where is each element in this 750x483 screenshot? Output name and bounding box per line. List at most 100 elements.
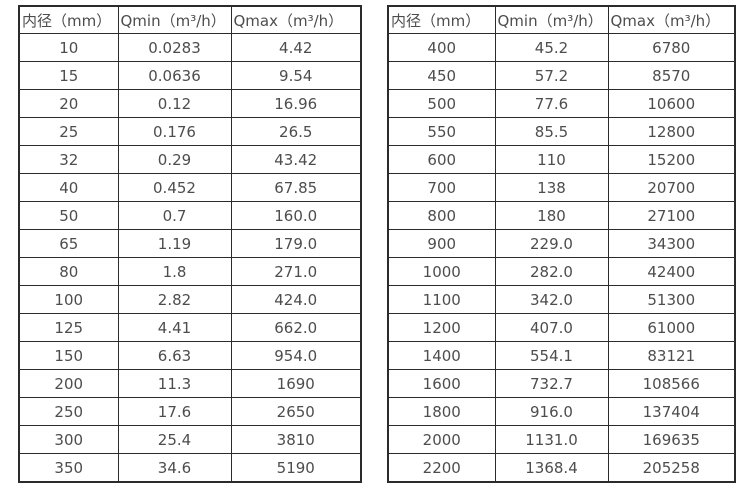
table-cell: 0.12 bbox=[117, 89, 232, 118]
table-cell: 1400 bbox=[387, 341, 496, 370]
table-row: 1800 916.0 137404 bbox=[387, 397, 736, 426]
table-cell: 160.0 bbox=[230, 201, 362, 230]
table-cell: 3810 bbox=[230, 425, 362, 454]
table-cell: 1.8 bbox=[117, 257, 232, 286]
table-row: 50 0.7 160.0 bbox=[18, 201, 362, 230]
table-cell: 662.0 bbox=[230, 313, 362, 342]
table-cell: 138 bbox=[494, 173, 609, 202]
table-cell: 2200 bbox=[387, 453, 496, 483]
table-cell: 282.0 bbox=[494, 257, 609, 286]
table-cell: 83121 bbox=[607, 341, 736, 370]
table-cell: 16.96 bbox=[230, 89, 362, 118]
table-cell: 150 bbox=[18, 341, 119, 370]
table-cell: 2.82 bbox=[117, 285, 232, 314]
table-row: 20 0.12 16.96 bbox=[18, 89, 362, 118]
table-cell: 700 bbox=[387, 173, 496, 202]
table-cell: 350 bbox=[18, 453, 119, 483]
table-row: 200 11.3 1690 bbox=[18, 369, 362, 398]
table-cell: 0.29 bbox=[117, 145, 232, 174]
table-cell: 1.19 bbox=[117, 229, 232, 258]
table-row: 800 180 27100 bbox=[387, 201, 736, 230]
table-cell: 1131.0 bbox=[494, 425, 609, 454]
table-cell: 5190 bbox=[230, 453, 362, 483]
table-row: 450 57.2 8570 bbox=[387, 61, 736, 90]
table-header: 内径（mm） Qmin（m³/h） Qmax（m³/h） bbox=[18, 5, 362, 34]
table-cell: 300 bbox=[18, 425, 119, 454]
table-row: 250 17.6 2650 bbox=[18, 397, 362, 426]
table-cell: 600 bbox=[387, 145, 496, 174]
table-cell: 0.176 bbox=[117, 117, 232, 146]
table-cell: 4.42 bbox=[230, 33, 362, 62]
table-cell: 51300 bbox=[607, 285, 736, 314]
table-header: 内径（mm） Qmin（m³/h） Qmax（m³/h） bbox=[387, 5, 736, 34]
table-cell: 8570 bbox=[607, 61, 736, 90]
table-cell: 65 bbox=[18, 229, 119, 258]
table-cell: 45.2 bbox=[494, 33, 609, 62]
table-cell: 250 bbox=[18, 397, 119, 426]
table-row: 32 0.29 43.42 bbox=[18, 145, 362, 174]
table-cell: 229.0 bbox=[494, 229, 609, 258]
table-cell: 954.0 bbox=[230, 341, 362, 370]
table-cell: 900 bbox=[387, 229, 496, 258]
table-cell: 17.6 bbox=[117, 397, 232, 426]
table-cell: 916.0 bbox=[494, 397, 609, 426]
table-cell: 6780 bbox=[607, 33, 736, 62]
table-row: 1600 732.7 108566 bbox=[387, 369, 736, 398]
table-cell: 1000 bbox=[387, 257, 496, 286]
table-cell: 424.0 bbox=[230, 285, 362, 314]
table-cell: 25 bbox=[18, 117, 119, 146]
table-cell: 407.0 bbox=[494, 313, 609, 342]
table-cell: 20700 bbox=[607, 173, 736, 202]
table-row: 15 0.0636 9.54 bbox=[18, 61, 362, 90]
table-cell: 550 bbox=[387, 117, 496, 146]
table-cell: 85.5 bbox=[494, 117, 609, 146]
table-cell: 20 bbox=[18, 89, 119, 118]
table-cell: 400 bbox=[387, 33, 496, 62]
table-row: 80 1.8 271.0 bbox=[18, 257, 362, 286]
table-cell: 57.2 bbox=[494, 61, 609, 90]
table-row: 500 77.6 10600 bbox=[387, 89, 736, 118]
table-cell: 67.85 bbox=[230, 173, 362, 202]
table-cell: 1800 bbox=[387, 397, 496, 426]
table-cell: 10 bbox=[18, 33, 119, 62]
table-cell: 2000 bbox=[387, 425, 496, 454]
table-cell: 26.5 bbox=[230, 117, 362, 146]
table-row: 2200 1368.4 205258 bbox=[387, 453, 736, 483]
table-cell: 10600 bbox=[607, 89, 736, 118]
table-row: 1200 407.0 61000 bbox=[387, 313, 736, 342]
table-cell: 169635 bbox=[607, 425, 736, 454]
table-cell: 77.6 bbox=[494, 89, 609, 118]
column-header-diameter: 内径（mm） bbox=[387, 5, 496, 34]
table-cell: 43.42 bbox=[230, 145, 362, 174]
table-cell: 180 bbox=[494, 201, 609, 230]
table-row: 25 0.176 26.5 bbox=[18, 117, 362, 146]
table-cell: 32 bbox=[18, 145, 119, 174]
column-header-qmin: Qmin（m³/h） bbox=[494, 5, 609, 34]
flow-rate-table-large-diameters: 内径（mm） Qmin（m³/h） Qmax（m³/h） 400 45.2 6780… bbox=[387, 5, 736, 483]
table-cell: 110 bbox=[494, 145, 609, 174]
table-cell: 0.0636 bbox=[117, 61, 232, 90]
table-cell: 732.7 bbox=[494, 369, 609, 398]
table-row: 1400 554.1 83121 bbox=[387, 341, 736, 370]
header-row: 内径（mm） Qmin（m³/h） Qmax（m³/h） bbox=[387, 5, 736, 34]
table-cell: 2650 bbox=[230, 397, 362, 426]
table-cell: 271.0 bbox=[230, 257, 362, 286]
table-cell: 34.6 bbox=[117, 453, 232, 483]
table-cell: 11.3 bbox=[117, 369, 232, 398]
table-cell: 80 bbox=[18, 257, 119, 286]
column-header-qmax: Qmax（m³/h） bbox=[607, 5, 736, 34]
table-row: 1100 342.0 51300 bbox=[387, 285, 736, 314]
table-row: 400 45.2 6780 bbox=[387, 33, 736, 62]
table-cell: 1368.4 bbox=[494, 453, 609, 483]
table-row: 10 0.0283 4.42 bbox=[18, 33, 362, 62]
table-cell: 0.452 bbox=[117, 173, 232, 202]
table-cell: 27100 bbox=[607, 201, 736, 230]
table-cell: 500 bbox=[387, 89, 496, 118]
table-cell: 108566 bbox=[607, 369, 736, 398]
table-row: 300 25.4 3810 bbox=[18, 425, 362, 454]
table-body: 10 0.0283 4.42 15 0.0636 9.54 20 0.12 16.96 25 0.1… bbox=[18, 33, 362, 483]
table-cell: 1690 bbox=[230, 369, 362, 398]
table-row: 65 1.19 179.0 bbox=[18, 229, 362, 258]
table-cell: 137404 bbox=[607, 397, 736, 426]
